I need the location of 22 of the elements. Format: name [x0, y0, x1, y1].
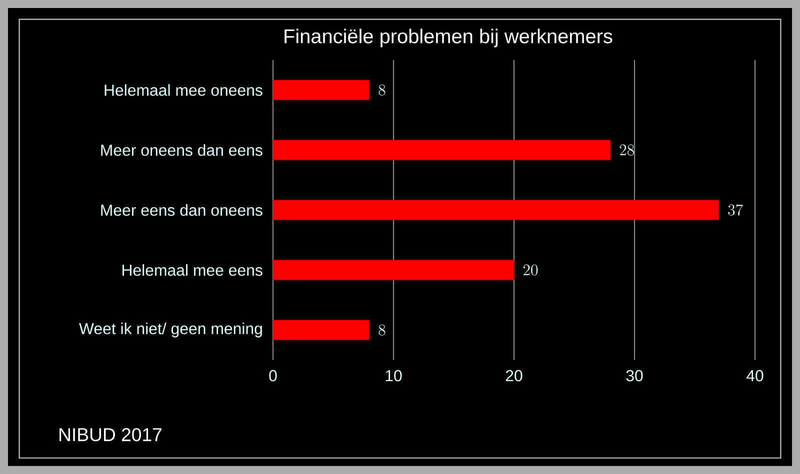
- data-label: 20: [523, 264, 538, 276]
- y-tick-label: Meer eens dan oneens: [101, 204, 262, 216]
- data-label: 37: [728, 204, 743, 216]
- bar: [273, 140, 611, 160]
- x-tick-label: 20: [506, 370, 522, 382]
- bar: [273, 80, 370, 100]
- y-tick-label: Helemaal mee oneens: [104, 84, 262, 96]
- x-tick-label: 40: [746, 370, 764, 382]
- y-tick-label: Helemaal mee eens: [122, 264, 262, 276]
- data-label: 8: [378, 84, 386, 96]
- bar: [273, 320, 370, 340]
- x-tick-label: 30: [626, 370, 643, 382]
- text: NIBUD 2017: [60, 428, 162, 442]
- x-tick-label: 10: [386, 370, 402, 382]
- y-tick-label: Weet ik niet/ geen mening: [79, 322, 262, 338]
- bar: [273, 260, 514, 280]
- data-label: 28: [620, 144, 634, 156]
- x-tick-label: 0: [269, 370, 277, 382]
- y-tick-label: Meer oneens dan eens: [101, 144, 262, 156]
- data-label: 8: [378, 324, 386, 336]
- bar: [273, 200, 720, 220]
- chart-title: Financiële problemen bij werknemers: [284, 28, 612, 48]
